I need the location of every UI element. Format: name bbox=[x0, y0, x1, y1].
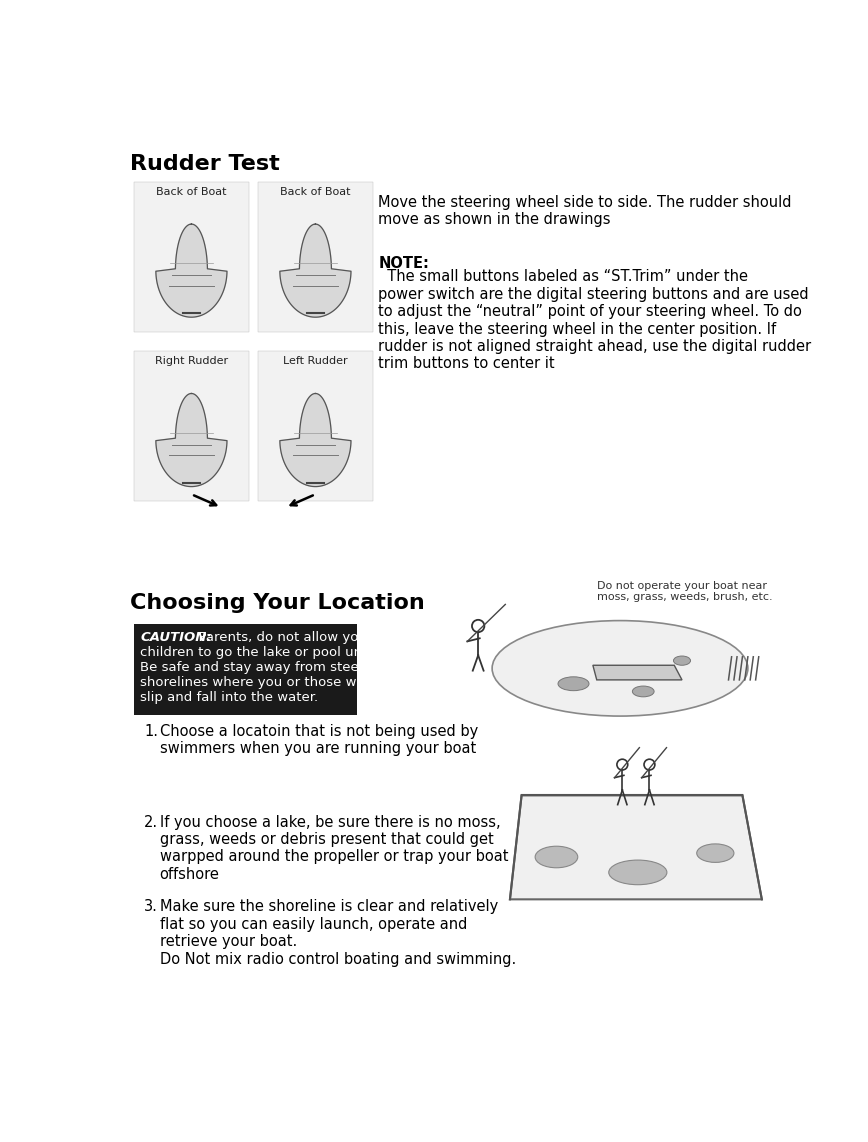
Text: Parents, do not allow young: Parents, do not allow young bbox=[190, 632, 384, 644]
Ellipse shape bbox=[558, 677, 589, 691]
Text: Back of Boat: Back of Boat bbox=[280, 187, 351, 198]
Circle shape bbox=[472, 620, 484, 633]
Polygon shape bbox=[156, 394, 227, 486]
Text: Back of Boat: Back of Boat bbox=[156, 187, 227, 198]
Polygon shape bbox=[279, 394, 351, 486]
Text: Rudder Test: Rudder Test bbox=[130, 154, 280, 174]
Polygon shape bbox=[156, 224, 227, 317]
Polygon shape bbox=[510, 795, 762, 900]
Ellipse shape bbox=[492, 620, 748, 716]
Circle shape bbox=[617, 759, 628, 770]
Text: 1.: 1. bbox=[144, 724, 158, 739]
Text: If you choose a lake, be sure there is no moss,
grass, weeds or debris present t: If you choose a lake, be sure there is n… bbox=[160, 814, 508, 882]
Text: Left Rudder: Left Rudder bbox=[283, 356, 348, 367]
Polygon shape bbox=[593, 666, 682, 679]
FancyBboxPatch shape bbox=[134, 182, 249, 332]
Circle shape bbox=[644, 759, 654, 770]
FancyBboxPatch shape bbox=[134, 351, 249, 501]
Ellipse shape bbox=[633, 686, 654, 697]
Text: Make sure the shoreline is clear and relatively
flat so you can easily launch, o: Make sure the shoreline is clear and rel… bbox=[160, 900, 516, 966]
Text: The small buttons labeled as “ST.Trim” under the
power switch are the digital st: The small buttons labeled as “ST.Trim” u… bbox=[378, 270, 812, 371]
Text: NOTE:: NOTE: bbox=[378, 257, 429, 272]
Ellipse shape bbox=[608, 860, 667, 885]
Ellipse shape bbox=[674, 656, 691, 666]
FancyBboxPatch shape bbox=[134, 624, 358, 715]
Ellipse shape bbox=[536, 846, 578, 868]
Text: children to go the lake or pool unsupervised.
Be safe and stay away from steep g: children to go the lake or pool unsuperv… bbox=[141, 646, 452, 703]
Polygon shape bbox=[279, 224, 351, 317]
Text: Right Rudder: Right Rudder bbox=[155, 356, 228, 367]
Text: Do not operate your boat near
moss, grass, weeds, brush, etc.: Do not operate your boat near moss, gras… bbox=[597, 580, 773, 602]
Ellipse shape bbox=[697, 844, 734, 862]
Text: 2.: 2. bbox=[144, 814, 158, 829]
Text: Choosing Your Location: Choosing Your Location bbox=[130, 593, 425, 613]
FancyBboxPatch shape bbox=[258, 351, 372, 501]
Text: Choose a locatoin that is not being used by
swimmers when you are running your b: Choose a locatoin that is not being used… bbox=[160, 724, 478, 756]
Text: Move the steering wheel side to side. The rudder should
move as shown in the dra: Move the steering wheel side to side. Th… bbox=[378, 195, 792, 227]
Text: CAUTION:: CAUTION: bbox=[141, 632, 212, 644]
FancyBboxPatch shape bbox=[258, 182, 372, 332]
Text: 3.: 3. bbox=[144, 900, 158, 915]
